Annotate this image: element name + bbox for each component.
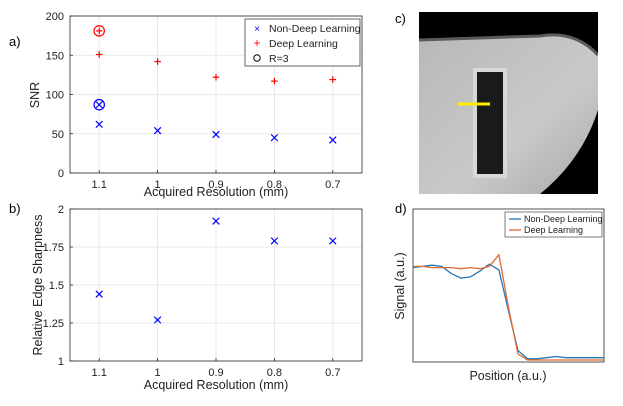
y-axis-label-b: Relative Edge Sharpness (31, 214, 45, 355)
legend-a: × Non-Deep Learning + Deep Learning R=3 (244, 18, 361, 67)
y-tick-label: 50 (52, 129, 64, 141)
y-tick-label: 1.75 (43, 242, 64, 254)
point-x-0-3 (270, 133, 279, 142)
point-plus-1-4 (329, 76, 337, 83)
r3-marker-0 (93, 25, 105, 37)
point-x-0-1 (153, 126, 162, 135)
x-axis-label-d: Position (a.u.) (469, 369, 546, 383)
x-axis-label-b: Acquired Resolution (mm) (144, 378, 289, 392)
legend-marker-r3 (253, 54, 261, 62)
legend-box-a (244, 18, 361, 67)
r3-marker-1 (93, 98, 105, 111)
panel-label-b: b) (9, 201, 21, 216)
chart-d: Position (a.u.) Signal (a.u.) Non-Deep L… (393, 208, 605, 383)
point-x-0-2 (212, 130, 220, 139)
point-x-0-4 (329, 237, 337, 245)
phantom-body (419, 34, 598, 194)
x-tick-label: 0.7 (325, 367, 340, 379)
legend-label-non-deep: Non-Deep Learning (269, 23, 361, 35)
x-tick-label: 1 (155, 179, 161, 191)
mri-phantom-image (419, 12, 598, 194)
panel-label-a: a) (9, 34, 21, 49)
y-axis-label-a: SNR (28, 82, 42, 108)
point-plus-1-3 (271, 77, 278, 85)
chart-a: 1.1 1 0.9 0.8 0.7 0 50 100 150 200 Acquired Resol… (28, 11, 363, 199)
point-x-0-0 (95, 120, 103, 129)
legend-label-r3: R=3 (269, 53, 289, 65)
panel-label-d: d) (395, 201, 407, 216)
point-x-0-0 (95, 290, 103, 298)
y-axis-label-d: Signal (a.u.) (393, 252, 407, 319)
x-tick-label: 0.9 (208, 367, 223, 379)
legend-box-d (504, 211, 603, 238)
legend-label-deep-d: Deep Learning (524, 225, 583, 235)
y-tick-label: 1 (58, 356, 64, 368)
point-plus-1-2 (212, 73, 220, 81)
point-x-0-3 (270, 237, 279, 245)
profile-series-1 (413, 253, 604, 361)
legend-d: Non-Deep Learning Deep Learning (504, 211, 603, 238)
y-tick-label: 1.5 (49, 280, 64, 292)
legend-label-non-deep-d: Non-Deep Learning (524, 214, 603, 224)
y-tick-label: 2 (58, 204, 64, 216)
legend-marker-deep: + (253, 36, 260, 50)
x-tick-label: 0.7 (325, 179, 340, 191)
x-tick-label: 1 (155, 367, 161, 379)
x-tick-label: 0.8 (267, 367, 282, 379)
point-plus-1-1 (154, 58, 161, 65)
x-tick-label: 0.9 (208, 179, 223, 191)
profile-series-0 (412, 263, 604, 360)
dark-slot (477, 72, 503, 174)
phantom-rim (419, 33, 598, 57)
point-x-0-4 (329, 136, 337, 144)
x-axis-label-a: Acquired Resolution (mm) (144, 185, 289, 199)
legend-label-deep: Deep Learning (269, 38, 338, 50)
point-x-0-2 (212, 217, 220, 225)
x-tick-label: 0.8 (267, 179, 282, 191)
point-plus-1-0 (95, 51, 103, 58)
x-tick-label: 1.1 (92, 179, 107, 191)
point-x-0-1 (153, 316, 162, 324)
y-tick-label: 100 (46, 90, 64, 102)
panel-label-c: c) (395, 11, 406, 26)
y-tick-label: 0 (58, 168, 64, 180)
y-tick-label: 200 (46, 11, 64, 23)
y-tick-label: 150 (46, 50, 64, 62)
x-tick-label: 1.1 (92, 367, 107, 379)
chart-b: 1.1 1 0.9 0.8 0.7 1 1.25 1.5 1.75 2 Acquired Reso… (31, 204, 363, 392)
y-tick-label: 1.25 (43, 318, 64, 330)
legend-marker-non-deep: × (254, 24, 260, 35)
